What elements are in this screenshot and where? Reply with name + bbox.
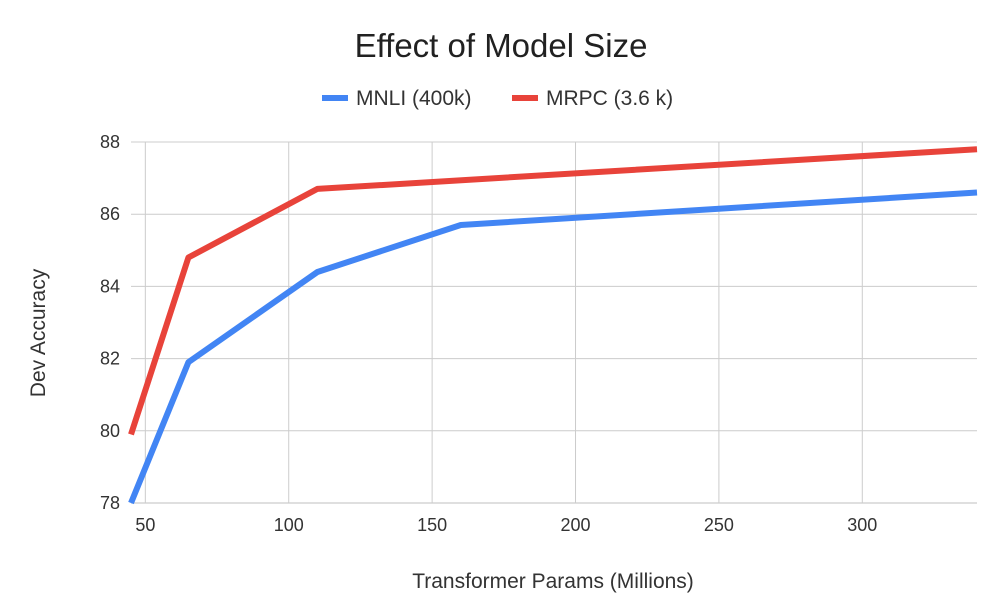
series-line-2 — [128, 146, 978, 436]
x-axis-ticks: 50 100 150 200 250 300 — [135, 515, 877, 535]
x-tick-label-100: 100 — [274, 515, 304, 535]
x-tick-label-300: 300 — [847, 515, 877, 535]
x-gridlines — [144, 142, 863, 503]
series-line-1 — [128, 189, 978, 505]
legend: MNLI (400k) MRPC (3.6 k) — [322, 87, 673, 110]
series-layer — [128, 146, 978, 505]
chart-title: Effect of Model Size — [355, 27, 648, 64]
y-tick-label-82: 82 — [100, 349, 120, 369]
y-axis-ticks: 78 80 82 84 86 88 — [100, 132, 120, 513]
x-tick-label-150: 150 — [417, 515, 447, 535]
x-tick-label-250: 250 — [704, 515, 734, 535]
x-tick-label-200: 200 — [560, 515, 590, 535]
y-tick-label-86: 86 — [100, 204, 120, 224]
y-tick-label-88: 88 — [100, 132, 120, 152]
y-tick-label-84: 84 — [100, 276, 120, 296]
y-gridlines — [131, 141, 977, 504]
y-tick-label-80: 80 — [100, 421, 120, 441]
legend-label-2: MRPC (3.6 k) — [546, 87, 673, 110]
legend-label-1: MNLI (400k) — [356, 87, 472, 110]
x-axis-label: Transformer Params (Millions) — [412, 570, 694, 593]
y-tick-label-78: 78 — [100, 493, 120, 513]
y-axis-label: Dev Accuracy — [27, 268, 50, 397]
x-tick-label-50: 50 — [135, 515, 155, 535]
